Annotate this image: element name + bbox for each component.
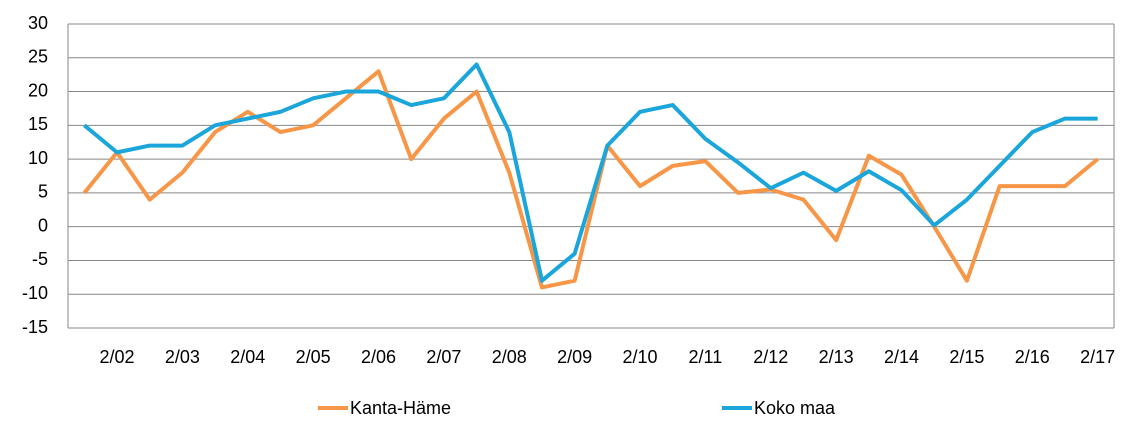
x-tick-label: 2/09 [557,347,592,367]
x-tick-label: 2/13 [819,347,854,367]
x-tick-label: 2/02 [100,347,135,367]
x-tick-label: 2/08 [492,347,527,367]
x-tick-label: 2/15 [949,347,984,367]
x-tick-label: 2/05 [296,347,331,367]
y-tick-label: -10 [22,283,48,303]
y-tick-label: 0 [38,215,48,235]
x-tick-label: 2/04 [230,347,265,367]
x-tick-label: 2/14 [884,347,919,367]
x-tick-label: 2/16 [1015,347,1050,367]
y-tick-label: 20 [28,80,48,100]
legend-label: Kanta-Häme [350,398,451,418]
y-tick-label: 30 [28,13,48,33]
y-tick-label: 5 [38,182,48,202]
y-tick-label: 15 [28,114,48,134]
y-tick-label: 25 [28,47,48,67]
series-line [83,62,1098,283]
x-tick-label: 2/03 [165,347,200,367]
x-tick-label: 2/06 [361,347,396,367]
x-tick-label: 2/10 [623,347,658,367]
legend-label: Koko maa [754,398,836,418]
y-tick-label: -5 [32,249,48,269]
x-tick-label: 2/12 [753,347,788,367]
x-tick-label: 2/07 [426,347,461,367]
series-line [82,69,1099,290]
y-tick-label: -15 [22,317,48,337]
x-tick-label: 2/17 [1080,347,1115,367]
x-tick-label: 2/11 [689,347,723,367]
y-tick-label: 10 [28,148,48,168]
